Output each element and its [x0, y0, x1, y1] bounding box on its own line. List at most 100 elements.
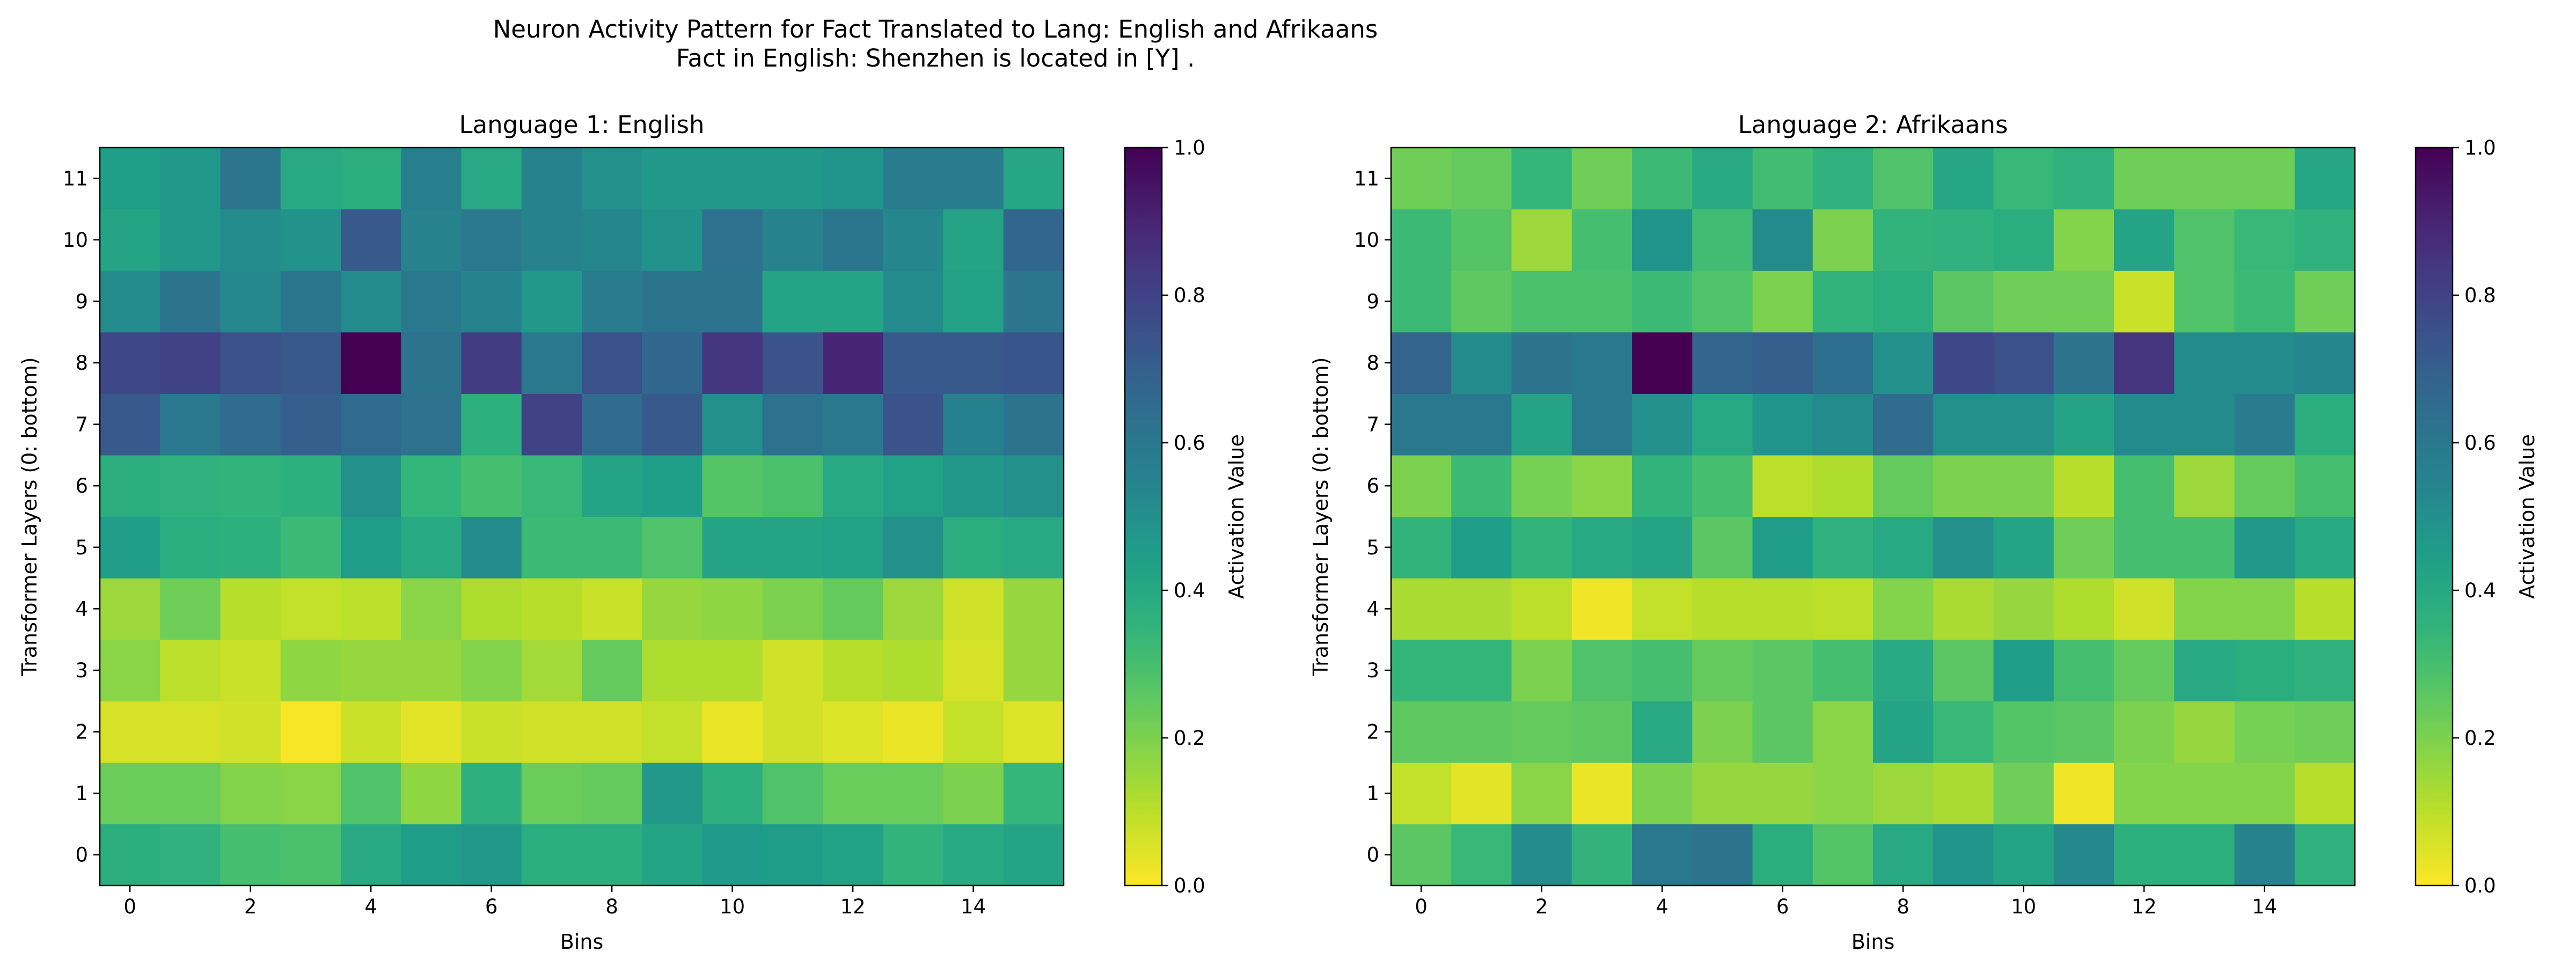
heatmap-cell-r6-c12 [2114, 455, 2175, 517]
heatmap-cell-r2-c11 [762, 701, 823, 763]
heatmap-cell-r0-c0 [1391, 824, 1452, 886]
heatmap-cell-r7-c2 [1511, 393, 1572, 456]
heatmap-cell-r3-c7 [1812, 639, 1874, 701]
heatmap-cell-r1-c15 [1003, 762, 1064, 825]
heatmap-cell-r11-c11 [762, 148, 823, 210]
heatmap-cell-r4-c11 [762, 578, 823, 640]
heatmap-cell-r2-c6 [1752, 701, 1813, 763]
colorbar-tick-label: 0.4 [2464, 579, 2496, 602]
heatmap-cell-r6-c14 [943, 455, 1004, 517]
heatmap-cell-r6-c9 [1933, 455, 1994, 517]
heatmap-cell-r0-c14 [943, 824, 1004, 886]
heatmap-cell-r5-c15 [1003, 516, 1064, 579]
heatmap-cell-r11-c6 [1752, 148, 1813, 210]
colorbar-tick-label: 0.8 [2464, 284, 2496, 307]
heatmap-cell-r9-c1 [1451, 270, 1512, 333]
heatmap-cell-r5-c8 [582, 516, 642, 579]
heatmap-cell-r10-c2 [220, 209, 281, 271]
heatmap-cell-r5-c7 [1812, 516, 1874, 579]
heatmap-cell-r5-c1 [1451, 516, 1512, 579]
heatmap-cell-r7-c5 [401, 393, 462, 456]
heatmap-cell-r10-c1 [1451, 209, 1512, 271]
heatmap-cell-r10-c6 [461, 209, 522, 271]
heatmap-cell-r6-c9 [642, 455, 703, 517]
x-tick-label: 8 [1897, 895, 1909, 918]
colorbar-label: Activation Value [1225, 434, 1248, 599]
heatmap-cell-r7-c4 [1632, 393, 1693, 456]
heatmap-cell-r9-c0 [1391, 270, 1452, 333]
heatmap-cell-r1-c5 [1692, 762, 1753, 825]
heatmap-cell-r6-c2 [1511, 455, 1572, 517]
heatmap-cell-r9-c5 [401, 270, 462, 333]
heatmap-cell-r8-c6 [1752, 332, 1813, 394]
y-tick-label: 6 [1366, 474, 1379, 497]
y-tick-label: 3 [75, 659, 88, 682]
heatmap-cell-r8-c10 [702, 332, 763, 394]
heatmap-cell-r0-c1 [1451, 824, 1512, 886]
y-tick-label: 3 [1366, 659, 1379, 682]
heatmap-cell-r11-c4 [1632, 148, 1693, 210]
heatmap-cell-r3-c15 [1003, 639, 1064, 701]
heatmap-cell-r7-c8 [582, 393, 642, 456]
heatmap-cell-r2-c10 [702, 701, 763, 763]
heatmap-cell-r1-c8 [1873, 762, 1934, 825]
heatmap-cell-r0-c6 [1752, 824, 1813, 886]
heatmap-cell-r11-c11 [2053, 148, 2114, 210]
heatmap-cell-r8-c3 [280, 332, 341, 394]
y-tick-label: 0 [75, 844, 88, 867]
heatmap-cell-r9-c2 [1511, 270, 1572, 333]
y-tick-label: 10 [1354, 229, 1379, 252]
heatmap-cell-r1-c13 [2174, 762, 2235, 825]
colorbar-gradient [1124, 147, 1163, 887]
heatmap-cell-r1-c4 [1632, 762, 1693, 825]
heatmap-cell-r2-c15 [2294, 701, 2355, 763]
heatmap-cell-r11-c3 [1571, 148, 1633, 210]
heatmap-cell-r6-c10 [702, 455, 763, 517]
heatmap-cell-r4-c4 [341, 578, 401, 640]
heatmap-cell-r1-c14 [943, 762, 1004, 825]
heatmap-cell-r2-c2 [220, 701, 281, 763]
heatmap-cell-r3-c0 [1391, 639, 1452, 701]
heatmap-cell-r10-c5 [401, 209, 462, 271]
heatmap-cell-r1-c8 [582, 762, 642, 825]
heatmap-cell-r9-c13 [883, 270, 944, 333]
heatmap-cell-r6-c11 [762, 455, 823, 517]
heatmap-cell-r6-c0 [1391, 455, 1452, 517]
heatmap-cell-r8-c14 [943, 332, 1004, 394]
heatmap-cell-r7-c10 [1993, 393, 2054, 456]
heatmap-cell-r4-c11 [2053, 578, 2114, 640]
heatmap-cell-r5-c11 [762, 516, 823, 579]
heatmap-cell-r2-c10 [1993, 701, 2054, 763]
x-tick-label: 0 [123, 895, 136, 918]
heatmap-cell-r10-c0 [1391, 209, 1452, 271]
heatmap-cell-r3-c11 [2053, 639, 2114, 701]
heatmap-cell-r10-c7 [521, 209, 582, 271]
x-tick-label: 14 [2252, 895, 2277, 918]
heatmap-cell-r10-c4 [1632, 209, 1693, 271]
x-tick-label: 2 [1535, 895, 1548, 918]
heatmap-cell-r5-c13 [883, 516, 944, 579]
heatmap-cell-r1-c7 [521, 762, 582, 825]
heatmap-cell-r0-c15 [1003, 824, 1064, 886]
heatmap-cell-r7-c14 [943, 393, 1004, 456]
heatmap-cell-r2-c7 [521, 701, 582, 763]
heatmap-cell-r2-c0 [100, 701, 160, 763]
heatmap-cell-r10-c14 [2234, 209, 2295, 271]
heatmap-cell-r5-c2 [220, 516, 281, 579]
heatmap-cell-r2-c14 [2234, 701, 2295, 763]
heatmap-cell-r2-c1 [160, 701, 221, 763]
x-tick-label: 6 [485, 895, 498, 918]
heatmap-cell-r0-c1 [160, 824, 221, 886]
heatmap-cell-r0-c11 [762, 824, 823, 886]
heatmap-cell-r6-c15 [1003, 455, 1064, 517]
heatmap-cell-r6-c0 [100, 455, 160, 517]
y-tick-label: 9 [1366, 290, 1379, 313]
heatmap-cell-r4-c14 [2234, 578, 2295, 640]
heatmap-cell-r2-c11 [2053, 701, 2114, 763]
heatmap-cell-r0-c11 [2053, 824, 2114, 886]
colorbar-tick-label: 0.0 [1174, 874, 1205, 897]
heatmap-cell-r5-c12 [823, 516, 883, 579]
heatmap-cell-r7-c9 [1933, 393, 1994, 456]
heatmap-cell-r8-c4 [1632, 332, 1693, 394]
